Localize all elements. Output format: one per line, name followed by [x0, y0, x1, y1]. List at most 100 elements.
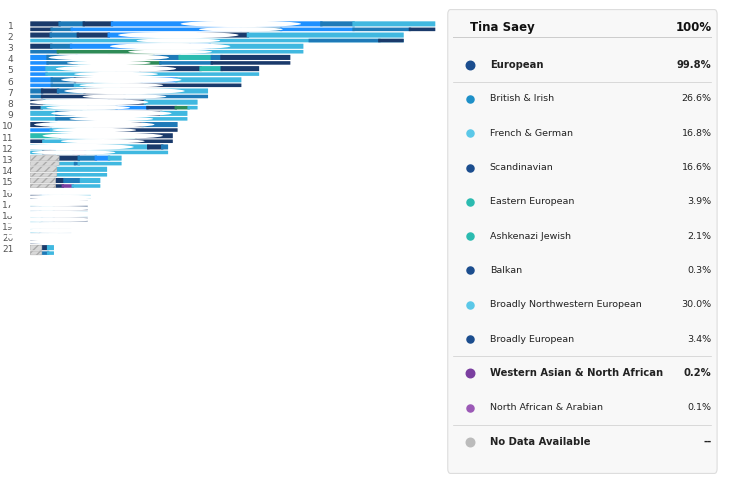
FancyBboxPatch shape	[72, 184, 100, 188]
FancyBboxPatch shape	[77, 32, 110, 38]
FancyBboxPatch shape	[30, 61, 49, 65]
FancyBboxPatch shape	[353, 21, 435, 27]
Circle shape	[46, 105, 130, 110]
FancyBboxPatch shape	[30, 212, 43, 216]
FancyBboxPatch shape	[38, 234, 49, 239]
FancyBboxPatch shape	[50, 200, 55, 205]
Text: 3.9%: 3.9%	[688, 198, 712, 206]
FancyBboxPatch shape	[175, 77, 242, 82]
Text: North African & Arabian: North African & Arabian	[490, 403, 603, 412]
Text: Broadly Northwestern European: Broadly Northwestern European	[490, 300, 642, 309]
FancyBboxPatch shape	[120, 77, 143, 82]
Circle shape	[128, 49, 212, 54]
Circle shape	[0, 211, 114, 217]
Text: 13: 13	[2, 156, 13, 165]
Text: European: European	[490, 59, 543, 70]
FancyBboxPatch shape	[42, 140, 104, 143]
Text: 11: 11	[2, 134, 13, 142]
FancyBboxPatch shape	[82, 21, 113, 27]
Circle shape	[0, 199, 114, 206]
FancyBboxPatch shape	[309, 39, 380, 43]
FancyBboxPatch shape	[111, 21, 242, 27]
FancyBboxPatch shape	[74, 77, 93, 82]
FancyBboxPatch shape	[30, 200, 42, 205]
FancyBboxPatch shape	[72, 144, 150, 149]
Text: 20: 20	[2, 234, 13, 243]
FancyBboxPatch shape	[41, 212, 52, 216]
FancyBboxPatch shape	[53, 200, 88, 205]
Circle shape	[28, 99, 148, 105]
FancyBboxPatch shape	[30, 28, 53, 31]
FancyBboxPatch shape	[61, 184, 74, 188]
FancyBboxPatch shape	[123, 55, 155, 60]
FancyBboxPatch shape	[30, 251, 42, 255]
FancyBboxPatch shape	[72, 151, 86, 154]
FancyBboxPatch shape	[50, 77, 76, 82]
Text: 6: 6	[7, 78, 13, 86]
FancyBboxPatch shape	[30, 66, 47, 71]
FancyBboxPatch shape	[57, 162, 76, 165]
Circle shape	[34, 121, 155, 128]
FancyBboxPatch shape	[41, 218, 55, 221]
FancyBboxPatch shape	[30, 88, 43, 94]
FancyBboxPatch shape	[142, 122, 177, 127]
FancyBboxPatch shape	[47, 55, 78, 60]
FancyBboxPatch shape	[146, 106, 177, 110]
Circle shape	[64, 88, 185, 94]
FancyBboxPatch shape	[30, 133, 61, 138]
Text: 1: 1	[7, 22, 13, 31]
FancyBboxPatch shape	[75, 55, 110, 60]
FancyBboxPatch shape	[159, 61, 213, 65]
FancyBboxPatch shape	[50, 212, 58, 216]
Text: 3: 3	[7, 44, 13, 53]
FancyBboxPatch shape	[30, 151, 45, 154]
FancyBboxPatch shape	[50, 32, 79, 38]
FancyBboxPatch shape	[42, 151, 56, 154]
FancyBboxPatch shape	[320, 21, 355, 27]
FancyBboxPatch shape	[30, 240, 40, 244]
Text: French & German: French & German	[490, 129, 573, 138]
FancyBboxPatch shape	[30, 218, 43, 221]
FancyBboxPatch shape	[87, 106, 118, 110]
FancyBboxPatch shape	[50, 43, 72, 49]
FancyBboxPatch shape	[139, 66, 201, 71]
FancyBboxPatch shape	[91, 77, 123, 82]
FancyBboxPatch shape	[196, 32, 249, 38]
FancyBboxPatch shape	[64, 178, 82, 183]
FancyBboxPatch shape	[53, 218, 88, 221]
Text: Ashkenazi Jewish: Ashkenazi Jewish	[490, 232, 571, 241]
FancyBboxPatch shape	[50, 28, 73, 31]
FancyBboxPatch shape	[220, 55, 291, 60]
FancyBboxPatch shape	[45, 66, 118, 71]
Text: --: --	[703, 437, 712, 447]
FancyBboxPatch shape	[39, 245, 50, 250]
FancyBboxPatch shape	[39, 189, 50, 194]
FancyBboxPatch shape	[57, 88, 86, 94]
FancyBboxPatch shape	[153, 55, 181, 60]
FancyBboxPatch shape	[49, 144, 74, 149]
FancyBboxPatch shape	[107, 32, 180, 38]
Circle shape	[199, 27, 283, 31]
Circle shape	[31, 150, 115, 155]
FancyBboxPatch shape	[30, 156, 59, 161]
FancyBboxPatch shape	[30, 184, 55, 188]
FancyBboxPatch shape	[77, 156, 97, 161]
FancyBboxPatch shape	[160, 111, 188, 116]
Circle shape	[74, 72, 158, 76]
FancyBboxPatch shape	[147, 144, 164, 149]
FancyBboxPatch shape	[30, 122, 52, 127]
Text: 4: 4	[8, 55, 13, 64]
Text: 8: 8	[7, 100, 13, 109]
FancyBboxPatch shape	[45, 72, 259, 76]
FancyBboxPatch shape	[30, 144, 51, 149]
FancyBboxPatch shape	[39, 229, 60, 232]
Circle shape	[42, 132, 163, 139]
FancyBboxPatch shape	[220, 66, 259, 71]
FancyBboxPatch shape	[58, 234, 72, 239]
FancyBboxPatch shape	[30, 55, 49, 60]
Circle shape	[180, 21, 301, 27]
Circle shape	[12, 217, 96, 222]
FancyBboxPatch shape	[30, 95, 43, 98]
FancyBboxPatch shape	[55, 212, 88, 216]
FancyBboxPatch shape	[178, 55, 213, 60]
